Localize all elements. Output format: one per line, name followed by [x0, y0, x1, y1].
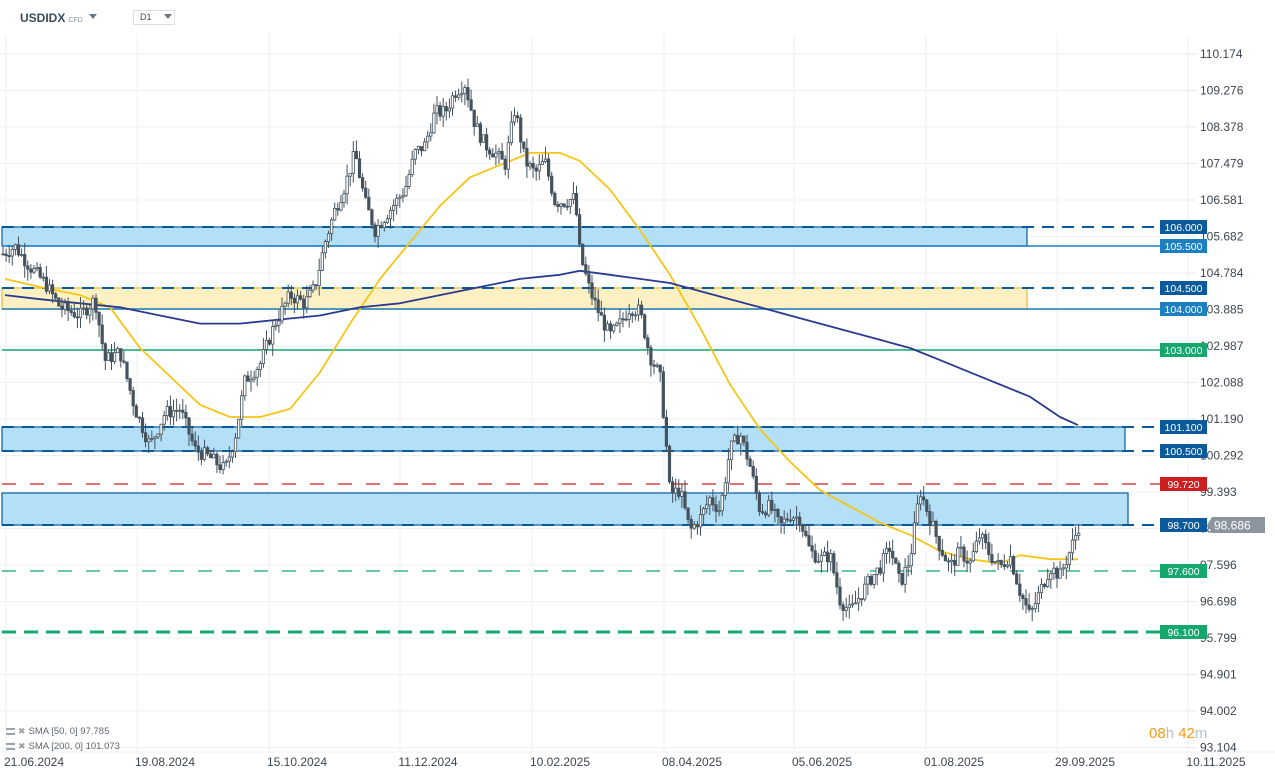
countdown-minutes: 42	[1178, 725, 1195, 742]
price-zone	[1, 492, 1129, 526]
moving-averages	[4, 152, 1079, 565]
y-tick-label: 94.002	[1200, 704, 1237, 718]
price-axis[interactable]: 110.174 109.276 108.378 107.479 106.581 105.6…	[1187, 47, 1244, 755]
level-label-text: 98.700	[1167, 520, 1199, 532]
y-tick-label: 106.581	[1200, 193, 1244, 207]
timeframe-dropdown-icon[interactable]	[164, 14, 172, 19]
x-tick-label: 15.10.2024	[267, 755, 327, 769]
level-label-badge	[1160, 420, 1207, 434]
timeframe-value: D1	[140, 12, 152, 22]
level-label-badge	[1160, 220, 1207, 234]
current-price-tag	[1207, 517, 1265, 533]
y-tick-label: 102.088	[1200, 376, 1244, 390]
level-label-badge	[1160, 625, 1207, 639]
level-label-text: 103.000	[1165, 345, 1203, 357]
level-label-badge	[1160, 239, 1207, 253]
y-tick-label: 94.901	[1200, 668, 1237, 682]
indicator-legend-sma50: ✖ SMA [50, 0] 97.785	[6, 726, 109, 737]
countdown-hours: 08	[1149, 725, 1166, 742]
level-label-badge	[1160, 302, 1207, 316]
level-label-text: 101.100	[1165, 422, 1203, 434]
sma-line	[4, 269, 1079, 426]
level-label-text: 100.500	[1165, 446, 1203, 458]
indicator-legend-sma200: ✖ SMA [200, 0] 101.073	[6, 741, 120, 752]
x-tick-label: 05.06.2025	[792, 755, 852, 769]
y-tick-label: 103.885	[1200, 303, 1244, 317]
level-label-badge	[1160, 343, 1207, 357]
candle-countdown: 08h 42m	[1149, 725, 1207, 742]
level-label-text: 97.600	[1167, 566, 1199, 578]
chart-grid	[0, 34, 1275, 753]
countdown-minutes-unit: m	[1194, 725, 1208, 742]
level-label-text: 99.720	[1167, 479, 1199, 491]
y-tick-label: 99.393	[1200, 485, 1237, 499]
y-tick-label: 95.799	[1200, 631, 1237, 645]
level-label-text: 105.500	[1165, 241, 1203, 253]
level-label-badge	[1160, 477, 1207, 491]
level-label-badge	[1160, 518, 1207, 532]
y-tick-label: 97.596	[1200, 558, 1237, 572]
sma-line	[4, 152, 1078, 565]
candlesticks	[1, 78, 1081, 622]
level-label-badge	[1160, 444, 1207, 458]
x-tick-label: 08.04.2025	[662, 755, 722, 769]
y-tick-label: 102.987	[1200, 339, 1244, 353]
symbol-selector[interactable]: USDIDX CFD	[20, 11, 83, 25]
level-label-badge	[1160, 281, 1207, 295]
x-tick-label: 19.08.2024	[135, 755, 195, 769]
y-tick-label: 107.479	[1200, 157, 1244, 171]
symbol-dropdown-icon[interactable]	[89, 14, 97, 19]
countdown-hours-unit: h	[1165, 725, 1175, 742]
x-tick-label: 11.12.2024	[398, 755, 457, 769]
y-tick-label: 105.682	[1200, 230, 1244, 244]
current-price-value: 98.686	[1214, 519, 1251, 533]
close-icon[interactable]: ✖	[18, 726, 26, 736]
y-tick-label: 100.292	[1200, 449, 1244, 463]
x-tick-label: 10.02.2025	[530, 755, 590, 769]
price-zone	[1, 287, 1028, 310]
level-label-text: 106.000	[1165, 222, 1203, 234]
settings-icon[interactable]	[6, 727, 15, 735]
y-tick-label: 101.190	[1200, 412, 1244, 426]
indicator-label: SMA [200, 0] 101.073	[28, 741, 120, 752]
x-tick-label: 29.09.2025	[1055, 755, 1115, 769]
indicator-label: SMA [50, 0] 97.785	[28, 726, 110, 737]
y-tick-label: 93.104	[1200, 741, 1237, 755]
y-tick-label: 109.276	[1200, 84, 1244, 98]
level-label-text: 104.500	[1165, 283, 1203, 295]
price-zone	[1, 226, 1028, 247]
level-label-text: 96.100	[1167, 627, 1199, 639]
symbol-type: CFD	[68, 17, 83, 24]
chart-toolbar: USDIDX CFD D1	[0, 0, 1275, 34]
x-tick-label: 21.06.2024	[4, 755, 64, 769]
x-tick-label: 01.08.2025	[924, 755, 984, 769]
settings-icon[interactable]	[6, 742, 15, 750]
level-label-badge	[1160, 564, 1207, 578]
y-tick-label: 108.378	[1200, 120, 1244, 134]
close-icon[interactable]: ✖	[18, 741, 26, 751]
y-tick-label: 104.784	[1200, 266, 1244, 280]
timeframe-select[interactable]: D1	[133, 10, 175, 25]
level-label-text: 104.000	[1165, 304, 1203, 316]
y-tick-label: 96.698	[1200, 595, 1237, 609]
price-zone	[1, 426, 1126, 452]
price-zones	[1, 226, 1129, 526]
x-tick-label: 10.11.2025	[1186, 755, 1245, 769]
time-axis[interactable]: 21.06.2024 19.08.2024 15.10.2024 11.12.2024…	[4, 755, 1246, 769]
symbol-name: USDIDX	[20, 11, 66, 25]
level-labels: 106.000 105.500 104.500 104.000 103.000 101.1…	[1160, 220, 1265, 639]
y-tick-label: 110.174	[1200, 47, 1243, 61]
